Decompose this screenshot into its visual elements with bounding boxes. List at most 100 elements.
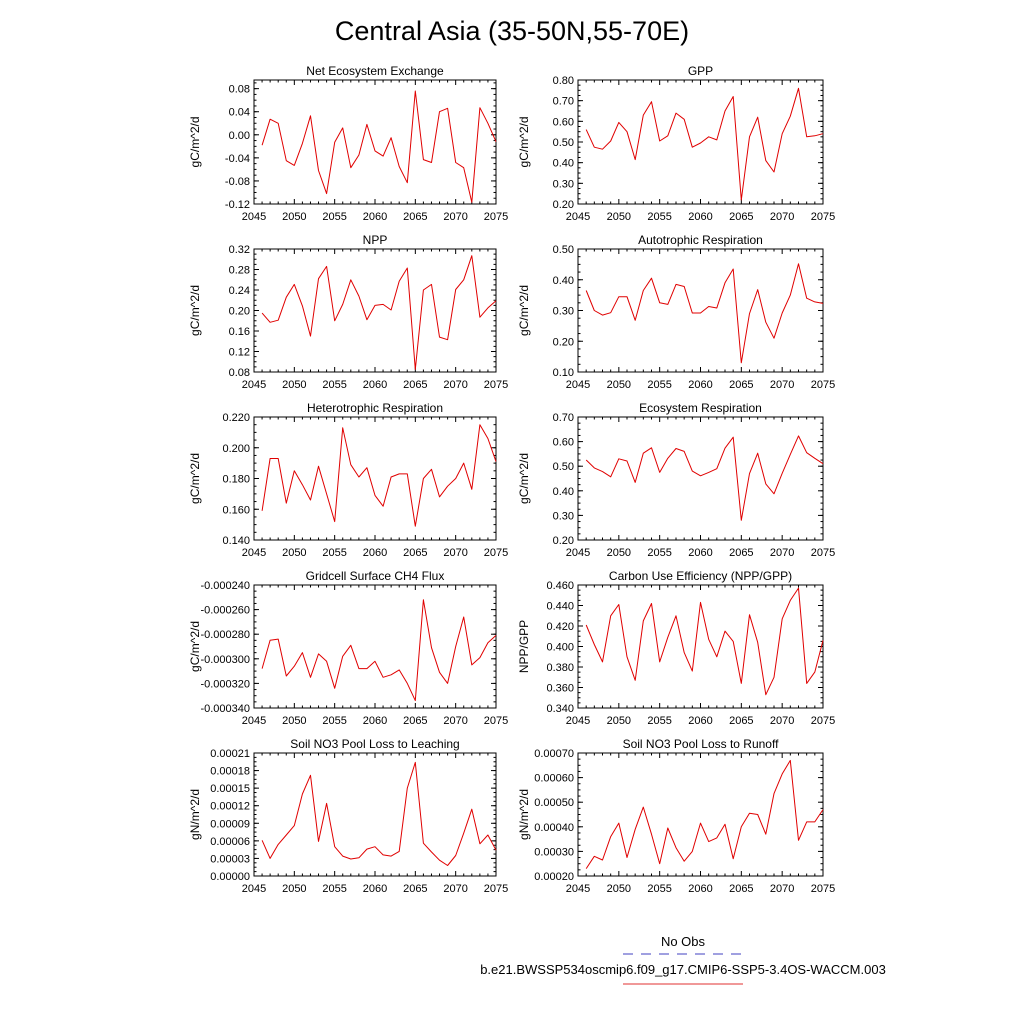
x-tick-label: 2070 [443,211,467,223]
x-tick-label: 2070 [443,379,467,391]
chart-panel: Carbon Use Efficiency (NPP/GPP) NPP/GPP 20… [517,569,835,727]
legend-entry-label: b.e21.BWSSP534oscmip6.f09_g17.CMIP6-SSP5… [480,962,886,977]
x-tick-label: 2075 [484,715,508,727]
x-tick-label: 2065 [403,883,427,895]
x-tick-label: 2050 [607,379,631,391]
y-axis-label: gC/m^2/d [517,285,531,336]
x-tick-label: 2070 [770,547,794,559]
x-tick-label: 2055 [647,715,671,727]
x-tick-label: 2050 [607,211,631,223]
x-tick-label: 2070 [770,379,794,391]
x-tick-label: 2050 [282,379,306,391]
x-tick-label: 2065 [729,211,753,223]
plot-frame [253,79,497,205]
y-tick-label: 0.200 [222,443,250,455]
x-tick-label: 2045 [566,883,590,895]
y-tick-label: -0.000320 [200,678,250,690]
y-tick-label: 0.00012 [210,801,250,813]
y-tick-label: 0.16 [229,326,250,338]
chart-panel: GPP gC/m^2/d 2045 2050 2055 2060 2065 2070 2075 0… [517,64,835,223]
y-tick-label: 0.00050 [534,797,574,809]
x-tick-label: 2050 [282,547,306,559]
y-tick-label: -0.000240 [200,580,250,592]
panel-title: GPP [688,64,713,78]
y-tick-label: 0.40 [553,158,574,170]
x-tick-label: 2045 [242,211,266,223]
chart-panel: Net Ecosystem Exchange gC/m^2/d 2045 2050 20… [188,64,508,223]
x-tick-label: 2075 [484,211,508,223]
legend-entry-label: No Obs [661,934,706,949]
chart-panel: Ecosystem Respiration gC/m^2/d 2045 2050 205… [517,401,835,559]
y-tick-label: 0.30 [553,306,574,318]
y-tick-label: 0.08 [229,367,250,379]
x-tick-label: 2060 [363,211,387,223]
y-tick-label: 0.360 [546,683,574,695]
y-tick-label: 0.00070 [534,748,574,760]
x-tick-label: 2065 [403,379,427,391]
x-tick-label: 2060 [688,883,712,895]
x-tick-label: 2075 [484,547,508,559]
x-tick-label: 2070 [443,547,467,559]
y-tick-label: 0.00003 [210,853,250,865]
y-tick-label: 0.00009 [210,818,250,830]
x-tick-label: 2070 [770,715,794,727]
x-tick-label: 2065 [403,715,427,727]
x-tick-label: 2055 [647,547,671,559]
x-tick-label: 2055 [322,715,346,727]
y-tick-label: 0.08 [229,84,250,96]
plot-frame [577,752,824,877]
chart-panel: NPP gC/m^2/d 2045 2050 2055 2060 2065 2070 2075 0… [188,233,508,391]
y-tick-label: 0.00000 [210,871,250,883]
y-tick-label: 0.50 [553,244,574,256]
y-axis-label: NPP/GPP [517,620,531,673]
series-line [261,599,497,702]
x-tick-label: 2075 [484,379,508,391]
y-axis-label: gC/m^2/d [188,285,202,336]
y-axis-label: gC/m^2/d [188,453,202,504]
plot-frame [253,752,497,877]
plot-frame [253,248,497,373]
chart-panel: Heterotrophic Respiration gC/m^2/d 2045 205… [188,401,508,559]
series-line [585,435,824,521]
x-tick-label: 2070 [770,883,794,895]
y-tick-label: 0.04 [229,107,250,119]
y-tick-label: 0.00020 [534,871,574,883]
y-tick-label: 0.00018 [210,766,250,778]
x-tick-label: 2070 [443,715,467,727]
y-tick-label: 0.70 [553,412,574,424]
x-tick-label: 2055 [322,379,346,391]
y-tick-label: -0.04 [225,153,250,165]
x-tick-label: 2050 [282,715,306,727]
y-tick-label: 0.40 [553,275,574,287]
y-tick-label: 0.460 [546,580,574,592]
y-tick-label: 0.30 [553,510,574,522]
x-tick-label: 2075 [811,883,835,895]
plot-frame [253,416,497,541]
x-tick-label: 2050 [607,715,631,727]
y-tick-label: 0.80 [553,75,574,87]
x-tick-label: 2060 [688,211,712,223]
x-tick-label: 2045 [242,379,266,391]
y-axis-label: gC/m^2/d [517,117,531,168]
series-line [261,761,497,866]
series-line [261,90,497,203]
chart-panel: Soil NO3 Pool Loss to Leaching gN/m^2/d 20… [188,737,508,895]
panel-title: Net Ecosystem Exchange [306,64,444,78]
y-tick-label: 0.380 [546,662,574,674]
x-tick-label: 2045 [566,211,590,223]
panel-title: Soil NO3 Pool Loss to Runoff [623,737,780,751]
x-tick-label: 2070 [770,211,794,223]
x-tick-label: 2050 [607,883,631,895]
x-tick-label: 2075 [811,379,835,391]
x-tick-label: 2065 [403,211,427,223]
y-tick-label: 0.440 [546,601,574,613]
series-line [585,87,824,201]
x-tick-label: 2050 [607,547,631,559]
plot-frame [577,79,824,205]
x-tick-label: 2060 [363,547,387,559]
y-tick-label: 0.50 [553,461,574,473]
figure-title: Central Asia (35-50N,55-70E) [335,16,689,46]
y-tick-label: -0.000260 [200,605,250,617]
x-tick-label: 2045 [242,883,266,895]
